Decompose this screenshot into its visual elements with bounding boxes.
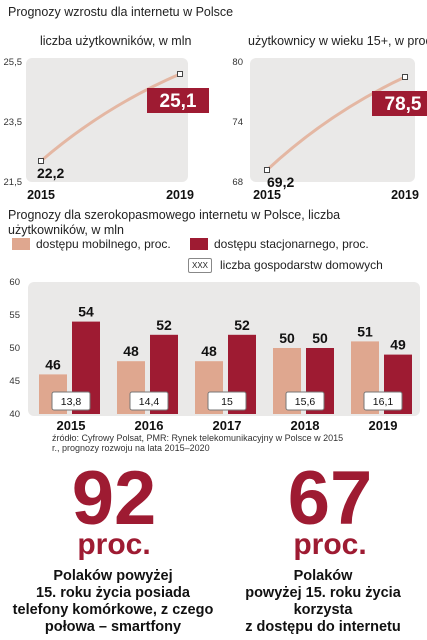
bar-value-label: 54 bbox=[78, 304, 94, 320]
stat-1-line: Polaków powyżej bbox=[53, 568, 173, 584]
household-box bbox=[207, 391, 247, 411]
x-tick-label: 2017 bbox=[213, 418, 242, 433]
household-value: 15 bbox=[221, 396, 233, 408]
data-label-end: 78,5 bbox=[385, 94, 422, 115]
line-chart-1-subtitle: liczba użytkowników, w mln bbox=[40, 34, 192, 48]
y-tick-label: 80 bbox=[232, 57, 243, 68]
y-tick-label: 68 bbox=[232, 177, 243, 188]
legend-box-households: XXX bbox=[188, 258, 212, 273]
stat-2-line: Polaków bbox=[293, 568, 353, 584]
data-label-end-box bbox=[147, 88, 209, 113]
legend-swatch-mobile bbox=[12, 238, 30, 250]
stat-2-number: 67 bbox=[287, 456, 373, 541]
source-note: źródło: Cyfrowy Polsat, PMR: Rynek telek… bbox=[52, 433, 344, 453]
y-tick-label: 21,5 bbox=[4, 177, 23, 188]
bar-value-label: 50 bbox=[279, 330, 295, 346]
x-tick-label: 2016 bbox=[135, 418, 164, 433]
data-label-start: 22,2 bbox=[37, 165, 64, 181]
line-chart-1-background bbox=[26, 58, 188, 182]
stat-1-description: Polaków powyżej 15. roku życia posiada t… bbox=[2, 568, 224, 636]
x-tick-label: 2015 bbox=[57, 418, 86, 433]
stat-2-description: Polaków powyżej 15. roku życia korzysta … bbox=[222, 568, 424, 636]
x-tick-label: 2018 bbox=[291, 418, 320, 433]
household-box bbox=[129, 391, 169, 411]
bar-value-label: 52 bbox=[156, 317, 172, 333]
y-tick-label: 40 bbox=[9, 409, 20, 420]
stat-1-number: 92 bbox=[71, 456, 157, 541]
y-tick-label: 50 bbox=[9, 343, 20, 354]
y-tick-label: 55 bbox=[9, 310, 20, 321]
data-point-marker bbox=[264, 167, 270, 173]
stat-2-unit: proc. bbox=[293, 528, 367, 561]
y-tick-label: 74 bbox=[232, 117, 243, 128]
stat-2-line: powyżej 15. roku życia bbox=[245, 585, 401, 601]
legend-swatch-fixed bbox=[190, 238, 208, 250]
bar-chart: 60 55 50 45 40 46 54 13,8 2015 48 52 14,4 2016 48 52 15… bbox=[9, 277, 412, 433]
y-tick-label: 60 bbox=[9, 277, 20, 288]
data-point-marker bbox=[38, 158, 44, 164]
legend-label-mobile: dostępu mobilnego, proc. bbox=[36, 237, 171, 251]
bar-value-label: 48 bbox=[123, 343, 139, 359]
household-value: 13,8 bbox=[61, 396, 82, 408]
x-tick-label: 2019 bbox=[166, 188, 194, 202]
data-label-start: 69,2 bbox=[267, 174, 294, 190]
bar-value-label: 46 bbox=[45, 356, 61, 372]
y-tick-label: 25,5 bbox=[4, 57, 23, 68]
data-point-marker bbox=[177, 71, 183, 77]
bar-value-label: 49 bbox=[390, 337, 406, 353]
y-tick-label: 23,5 bbox=[4, 117, 23, 128]
bar-chart-title: Prognozy dla szerokopasmowego internetu … bbox=[8, 208, 341, 237]
household-box bbox=[51, 391, 91, 411]
household-value: 16,1 bbox=[373, 396, 394, 408]
bar-value-label: 52 bbox=[234, 317, 250, 333]
household-box bbox=[363, 391, 403, 411]
stat-1-unit: proc. bbox=[77, 528, 151, 561]
household-value: 14,4 bbox=[139, 396, 160, 408]
stat-2-line: korzysta bbox=[293, 602, 353, 618]
series-line bbox=[40, 72, 181, 163]
bar-value-label: 51 bbox=[357, 323, 373, 339]
x-tick-label: 2019 bbox=[391, 188, 419, 202]
household-value: 15,6 bbox=[295, 396, 316, 408]
x-tick-label: 2015 bbox=[253, 188, 281, 202]
line-chart-2-subtitle: użytkownicy w wieku 15+, w proc. bbox=[248, 34, 427, 48]
data-point-marker bbox=[402, 74, 408, 80]
data-label-end-box bbox=[372, 91, 427, 116]
stat-1-line: połowa – smartfony bbox=[44, 619, 182, 635]
y-tick-label: 45 bbox=[9, 376, 20, 387]
line-chart-1: 25,5 23,5 21,5 2015 2019 22,2 25,1 bbox=[4, 57, 209, 202]
line-chart-2: 80 74 68 2015 2019 69,2 78,5 bbox=[232, 57, 427, 202]
legend-label-fixed: dostępu stacjonarnego, proc. bbox=[214, 237, 369, 251]
household-box bbox=[285, 391, 325, 411]
page-title: Prognozy wzrostu dla internetu w Polsce bbox=[8, 5, 234, 19]
stat-2-line: z dostępu do internetu bbox=[245, 619, 401, 635]
bar-value-label: 50 bbox=[312, 330, 328, 346]
x-tick-label: 2015 bbox=[27, 188, 55, 202]
series-line bbox=[265, 75, 406, 172]
data-label-end: 25,1 bbox=[160, 91, 197, 112]
stat-1-line: 15. roku życia posiada bbox=[36, 585, 190, 601]
bar-value-label: 48 bbox=[201, 343, 217, 359]
x-tick-label: 2019 bbox=[369, 418, 398, 433]
legend-label-households: liczba gospodarstw domowych bbox=[220, 258, 383, 272]
stat-1-line: telefony komórkowe, z czego bbox=[12, 602, 214, 618]
